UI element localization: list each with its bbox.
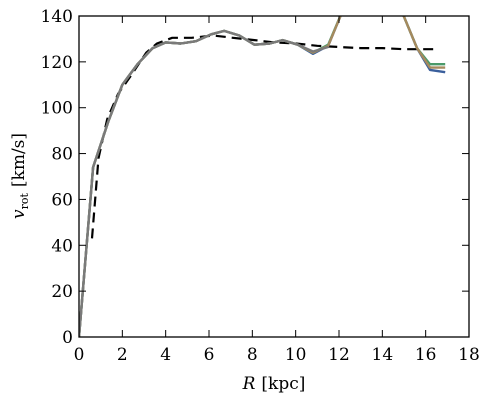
y-axis-label-unit: [km/s]: [9, 133, 29, 187]
y-tick-label: 0: [62, 328, 73, 348]
x-tick-label: 4: [160, 345, 171, 365]
y-axis-label-symbol: v: [9, 209, 29, 219]
y-axis-label: vrot [km/s]: [9, 133, 31, 219]
y-tick-label: 60: [51, 190, 73, 210]
x-tick-label: 2: [117, 345, 128, 365]
series-line-1: [90, 34, 439, 239]
x-tick-label: 6: [204, 345, 215, 365]
plot-frame: [78, 15, 470, 338]
x-tick-label: 10: [285, 345, 307, 365]
x-tick-label: 8: [247, 345, 258, 365]
x-axis-label-symbol: R: [242, 374, 256, 394]
series-line-3: [79, 16, 446, 337]
series-line-4: [79, 16, 446, 337]
y-tick-label: 20: [51, 282, 73, 302]
x-tick-label: 18: [458, 345, 480, 365]
tick-layer: 0 2 4 6 8 10 12 14 16 18 0 20 40 60 80 100 120 140: [41, 7, 480, 365]
x-axis-label: R [kpc]: [242, 374, 306, 394]
y-tick-label: 140: [41, 7, 73, 27]
y-axis-label-subscript: rot: [18, 193, 31, 210]
x-axis-label-unit: [kpc]: [261, 374, 305, 394]
x-tick-label: 14: [372, 345, 394, 365]
series-line-2: [79, 16, 446, 337]
y-tick-label: 40: [51, 236, 73, 256]
x-tick-label: 12: [328, 345, 350, 365]
x-tick-label: 16: [415, 345, 437, 365]
y-tick-label: 100: [41, 99, 73, 119]
series-line-5: [79, 29, 329, 337]
y-tick-label: 80: [51, 145, 73, 165]
series-layer: [79, 16, 446, 337]
y-tick-label: 120: [41, 53, 73, 73]
x-tick-label: 0: [74, 345, 85, 365]
